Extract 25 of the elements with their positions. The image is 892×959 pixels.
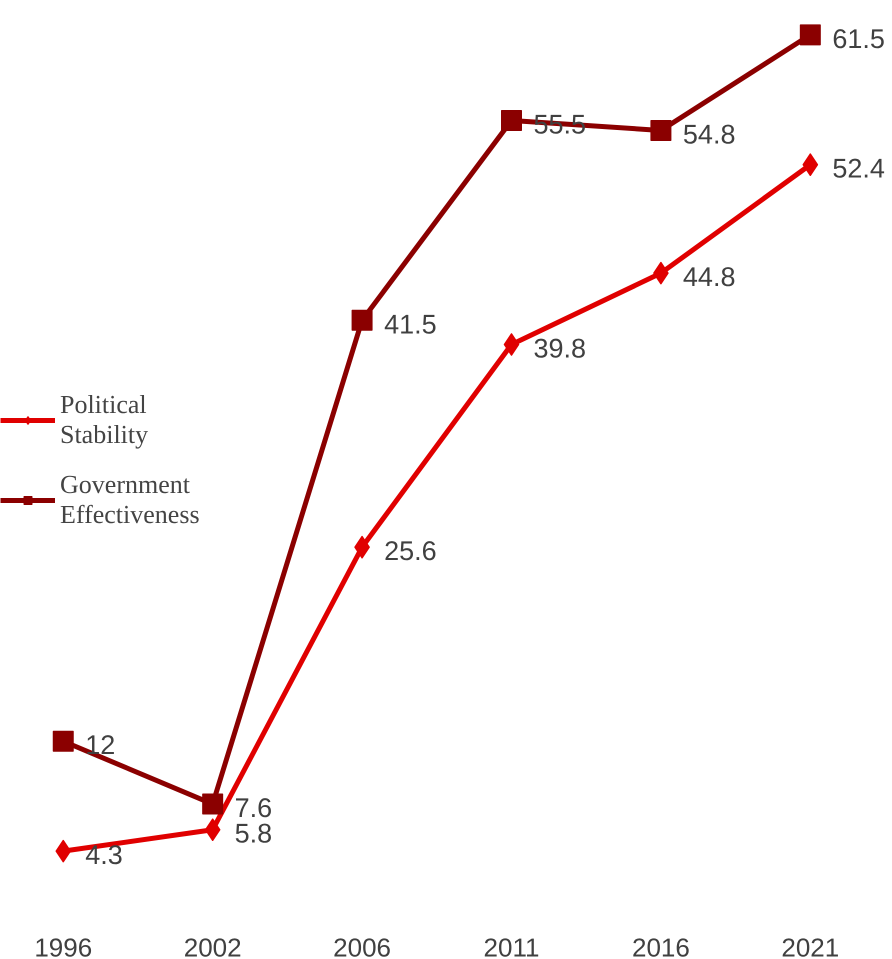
data-label: 4.3	[85, 840, 123, 870]
data-label: 25.6	[384, 536, 437, 566]
x-tick-label: 2011	[484, 932, 540, 959]
x-tick-label: 2006	[333, 932, 392, 959]
data-label: 12	[85, 730, 116, 760]
data-label: 54.8	[682, 119, 736, 150]
point	[650, 120, 672, 141]
data-label: 61.5	[832, 24, 885, 54]
point	[802, 153, 818, 176]
data-label: 52.4	[832, 154, 885, 184]
data-label: 39.8	[533, 334, 586, 364]
point	[800, 24, 821, 46]
legend-label: Political Stability	[60, 390, 148, 450]
x-tick-label: 2021	[781, 932, 840, 959]
point	[202, 794, 224, 815]
data-label: 44.8	[682, 262, 736, 292]
point	[352, 310, 373, 331]
point	[500, 110, 522, 131]
point	[52, 730, 74, 752]
legend-label: Government Effectiveness	[60, 470, 200, 530]
x-tick-label: 2002	[184, 932, 242, 959]
point	[55, 840, 72, 863]
x-tick-label: 1996	[34, 932, 92, 959]
data-label: 41.5	[384, 309, 437, 340]
x-tick-label: 2016	[632, 932, 690, 959]
